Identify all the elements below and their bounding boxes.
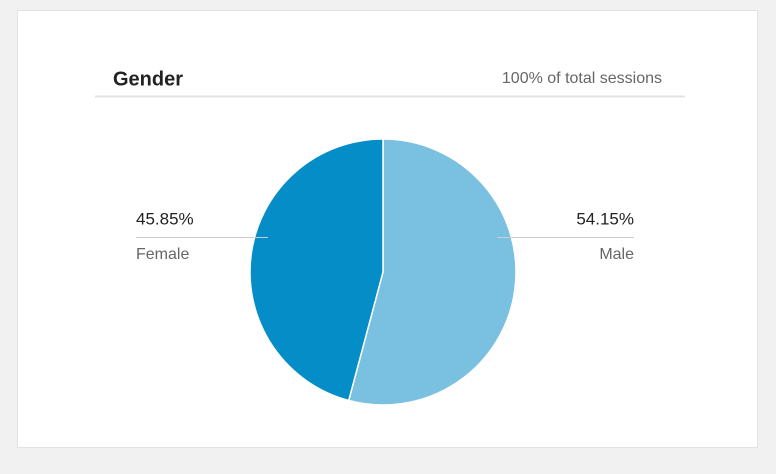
pie-slice: [347, 138, 517, 406]
chart-subtitle: 100% of total sessions: [502, 70, 662, 87]
value-label: 45.85%: [136, 209, 194, 228]
chart-title: Gender: [113, 68, 183, 90]
value-label: 54.15%: [576, 209, 634, 228]
category-label: Female: [136, 246, 189, 263]
pie-slice: [249, 138, 384, 402]
category-label: Male: [599, 246, 634, 263]
